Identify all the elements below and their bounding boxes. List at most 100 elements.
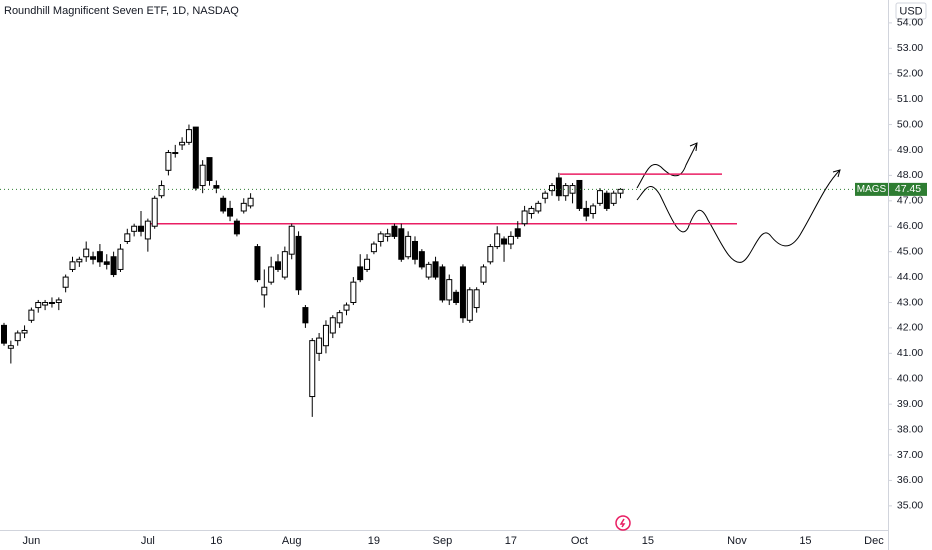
- x-tick-label: 16: [210, 535, 222, 547]
- candle-body: [350, 281, 357, 303]
- candle-body: [206, 157, 213, 181]
- y-tick-label: 51.00: [897, 93, 923, 105]
- candle-body: [199, 164, 206, 187]
- candle-body: [131, 225, 138, 232]
- x-tick-label: Oct: [571, 535, 588, 547]
- candle-body: [507, 235, 514, 245]
- candle-body: [110, 256, 117, 276]
- candle-body: [370, 243, 377, 253]
- y-tick-label: 36.00: [897, 474, 923, 486]
- candle-body: [96, 251, 103, 263]
- y-tick-label: 39.00: [897, 398, 923, 410]
- y-tick-label: 53.00: [897, 42, 923, 54]
- candle-body: [247, 197, 254, 207]
- y-tick-label: 43.00: [897, 296, 923, 308]
- candle-body: [391, 225, 398, 237]
- candle-body: [316, 337, 323, 354]
- x-tick-label: Aug: [282, 535, 302, 547]
- candle-body: [213, 185, 220, 189]
- candle-body: [446, 279, 453, 301]
- candle-body: [336, 312, 343, 324]
- y-tick-label: 50.00: [897, 118, 923, 130]
- symbol-badge: [855, 182, 888, 196]
- x-tick-label: 15: [642, 535, 654, 547]
- candle-body: [233, 220, 240, 235]
- candle-body: [432, 261, 439, 278]
- candle-body: [535, 202, 542, 212]
- candle-body: [590, 205, 597, 215]
- x-tick-label: Dec: [864, 535, 884, 547]
- candle-body: [521, 210, 528, 225]
- candle-body: [240, 202, 247, 212]
- candle-body: [48, 301, 55, 304]
- candle-body: [185, 129, 192, 143]
- y-tick-label: 52.00: [897, 67, 923, 79]
- x-tick-label: 15: [799, 535, 811, 547]
- candle-body: [261, 286, 268, 296]
- candle-body: [480, 266, 487, 283]
- currency-label[interactable]: USD: [899, 5, 922, 17]
- candle-body: [1, 324, 7, 344]
- candle-body: [439, 266, 446, 301]
- candle-body: [603, 192, 610, 209]
- candle-body: [76, 258, 83, 263]
- candle-body: [514, 228, 521, 237]
- y-tick-label: 54.00: [897, 17, 923, 29]
- currency-box[interactable]: [895, 2, 927, 20]
- candle-body: [295, 235, 302, 291]
- candle-body: [596, 190, 603, 204]
- candle-body: [384, 233, 391, 237]
- candle-body: [562, 185, 569, 197]
- candle-body: [268, 266, 275, 283]
- candle-body: [377, 233, 384, 242]
- candle-body: [151, 197, 158, 227]
- candle-body: [329, 317, 336, 334]
- candle-body: [398, 228, 405, 260]
- candle-body: [165, 152, 172, 171]
- price-badge: [889, 182, 927, 196]
- y-tick-label: 45.00: [897, 245, 923, 257]
- candle-body: [55, 299, 62, 303]
- candle-body: [487, 246, 494, 263]
- candle-body: [453, 291, 460, 303]
- candle-body: [117, 248, 124, 270]
- y-tick-label: 40.00: [897, 373, 923, 385]
- candle-body: [220, 197, 227, 212]
- x-tick-label: 19: [368, 535, 380, 547]
- candle-body: [576, 179, 583, 209]
- y-tick-label: 37.00: [897, 449, 923, 461]
- candle-body: [179, 141, 186, 146]
- candle-body: [275, 261, 281, 270]
- candle-body: [617, 188, 624, 194]
- candle-body: [357, 266, 364, 281]
- candle-body: [28, 309, 35, 321]
- candle-body: [192, 126, 199, 189]
- candle-body: [42, 301, 49, 306]
- logo-ring: [615, 515, 631, 531]
- candle-body: [542, 192, 549, 199]
- candle-body: [528, 207, 535, 215]
- candle-body: [322, 324, 329, 347]
- candle-body: [555, 177, 562, 197]
- symbol-label: MAGS: [857, 184, 887, 195]
- candle-body: [549, 185, 555, 192]
- candle-body: [302, 307, 309, 324]
- candle-body: [501, 238, 508, 245]
- candles: [1, 124, 624, 417]
- chart-title: Roundhill Magnificent Seven ETF, 1D, NAS…: [4, 5, 239, 17]
- candle-body: [158, 185, 165, 197]
- arrowhead: [832, 169, 841, 178]
- candle-body: [425, 263, 432, 278]
- candle-body: [281, 251, 288, 278]
- y-tick-label: 44.00: [897, 271, 923, 283]
- candle-body: [138, 225, 144, 232]
- candle-body: [610, 192, 617, 204]
- candle-body: [21, 329, 28, 334]
- y-tick-label: 35.00: [897, 500, 923, 512]
- x-tick-label: 17: [505, 535, 517, 547]
- candle-body: [405, 235, 412, 258]
- candle-body: [14, 332, 21, 342]
- projection-drawings: [636, 142, 841, 263]
- candle-body: [62, 276, 69, 288]
